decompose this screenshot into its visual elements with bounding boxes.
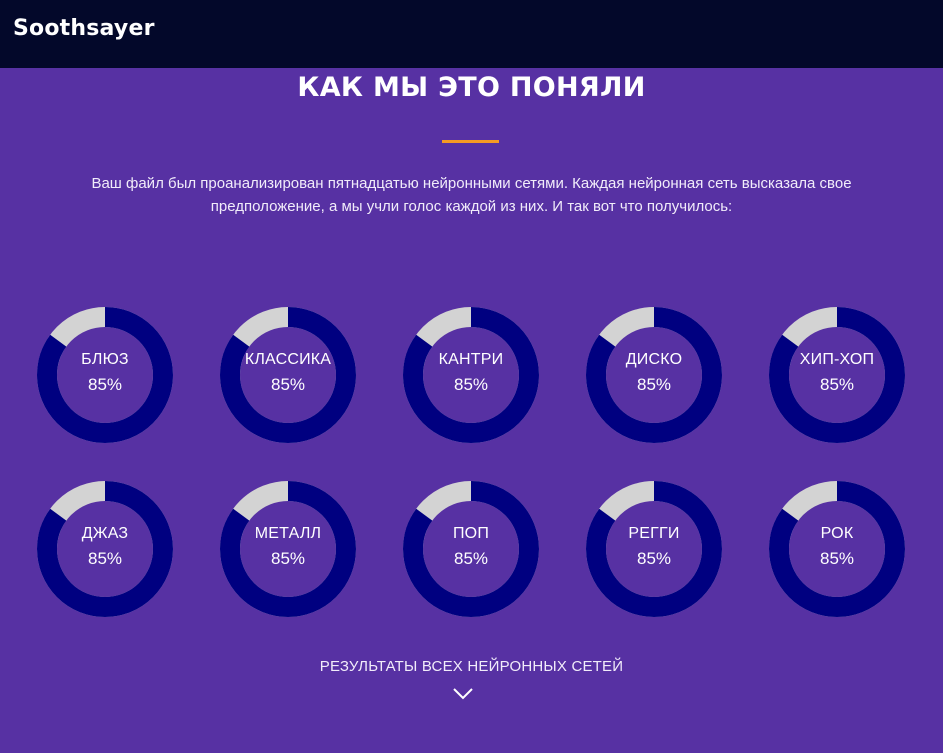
genre-percent: 85%: [270, 549, 306, 568]
donut-value-arc: [37, 307, 173, 443]
donut-value-arc: [403, 307, 539, 443]
donut-value-arc: [586, 307, 722, 443]
donut-value-arc: [769, 481, 905, 617]
genre-ring-1: КЛАССИКА 85%: [218, 305, 358, 445]
genre-ring-2: КАНТРИ 85%: [401, 305, 541, 445]
intro-line-1: Ваш файл был проанализирован пятнадцатью…: [91, 175, 852, 192]
genre-donut: [586, 307, 722, 443]
genre-ring-0: БЛЮЗ 85%: [35, 305, 175, 445]
donut-value-arc: [37, 481, 173, 617]
genre-ring-3: ДИСКО 85%: [584, 305, 724, 445]
genre-donut: [769, 481, 905, 617]
donut-value-arc: [220, 307, 356, 443]
genre-donut: [403, 307, 539, 443]
genre-label: КЛАССИКА: [244, 351, 332, 368]
genre-ring-8: РЕГГИ 85%: [584, 479, 724, 619]
genre-donut: [220, 481, 356, 617]
genre-label: ПОП: [452, 525, 490, 542]
genre-label: МЕТАЛЛ: [254, 525, 322, 542]
donut-value-arc: [586, 481, 722, 617]
title-underline: [442, 140, 499, 143]
genre-ring-7: ПОП 85%: [401, 479, 541, 619]
genre-label: ДЖАЗ: [81, 525, 129, 542]
top-navbar: Soothsayer: [0, 0, 943, 68]
genre-percent: 85%: [453, 375, 489, 394]
genre-percent: 85%: [87, 549, 123, 568]
genre-ring-9: РОК 85%: [767, 479, 907, 619]
genre-label: РОК: [820, 525, 854, 542]
brand-logo[interactable]: Soothsayer: [13, 16, 155, 41]
genre-percent: 85%: [453, 549, 489, 568]
genre-label: КАНТРИ: [438, 351, 504, 368]
genre-donut: [37, 307, 173, 443]
genre-donut: [220, 307, 356, 443]
genre-label: ДИСКО: [625, 351, 683, 368]
genre-percent: 85%: [87, 375, 123, 394]
donut-value-arc: [220, 481, 356, 617]
genre-donut: [37, 481, 173, 617]
genre-percent: 85%: [819, 549, 855, 568]
donut-value-arc: [769, 307, 905, 443]
all-results-link[interactable]: РЕЗУЛЬТАТЫ ВСЕХ НЕЙРОННЫХ СЕТЕЙ: [319, 658, 624, 675]
genre-percent: 85%: [270, 375, 306, 394]
intro-text: Ваш файл был проанализирован пятнадцатью…: [40, 172, 903, 218]
page-title: КАК МЫ ЭТО ПОНЯЛИ: [297, 72, 646, 103]
genre-ring-4: ХИП-ХОП 85%: [767, 305, 907, 445]
chevron-down-icon[interactable]: [451, 686, 475, 702]
genre-donut: [769, 307, 905, 443]
intro-line-2: предположение, а мы учли голос каждой из…: [210, 198, 733, 215]
genre-percent: 85%: [636, 549, 672, 568]
genre-percent: 85%: [819, 375, 855, 394]
genre-percent: 85%: [636, 375, 672, 394]
genre-ring-5: ДЖАЗ 85%: [35, 479, 175, 619]
genre-ring-6: МЕТАЛЛ 85%: [218, 479, 358, 619]
genre-label: БЛЮЗ: [81, 351, 129, 368]
genre-label: РЕГГИ: [628, 525, 680, 542]
donut-value-arc: [403, 481, 539, 617]
genre-label: ХИП-ХОП: [799, 351, 875, 368]
genre-donut: [403, 481, 539, 617]
genre-donut: [586, 481, 722, 617]
